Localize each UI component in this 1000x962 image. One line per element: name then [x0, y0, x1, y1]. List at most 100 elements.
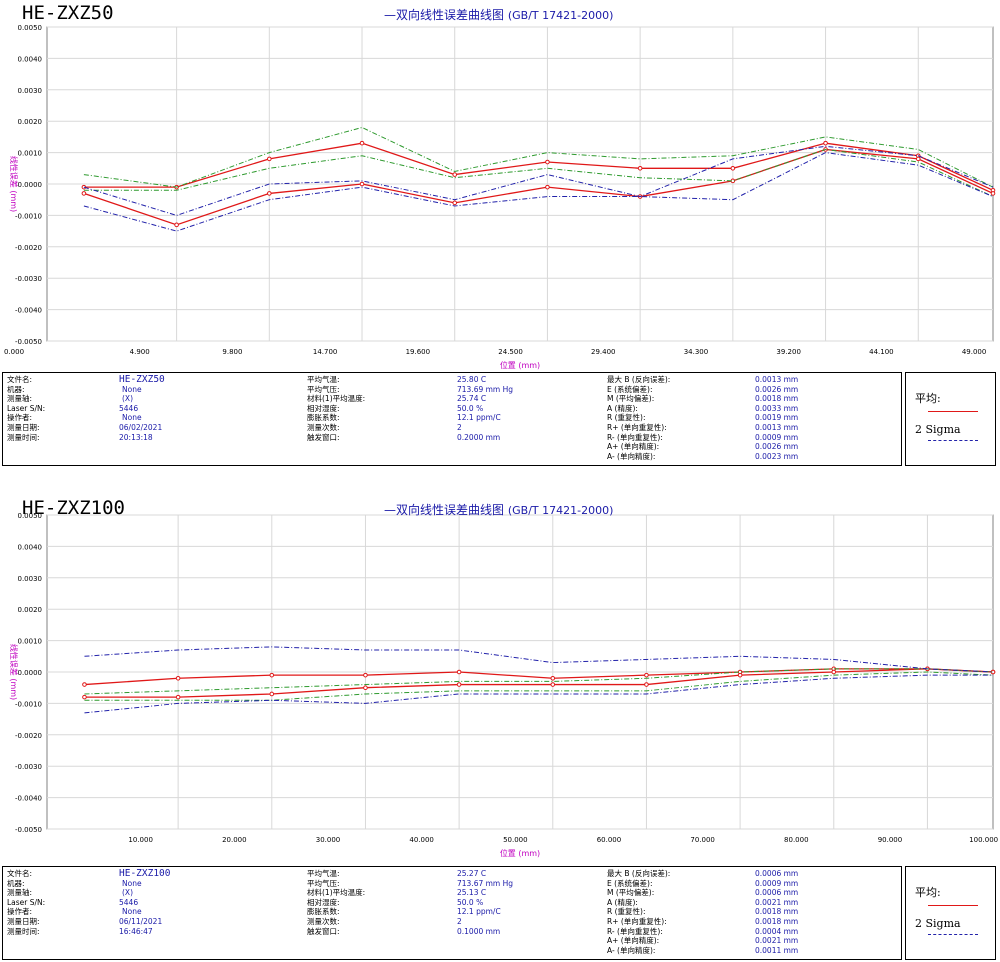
info-value: 0.1000 mm — [457, 926, 501, 936]
info-value: 713.69 mm Hg — [457, 384, 514, 394]
info-value: HE-ZXZ50 — [119, 374, 165, 385]
info-label: E (系统偏差): — [607, 878, 653, 888]
info-value: 0.0006 mm — [755, 888, 799, 898]
y-tick-label: -0.0030 — [15, 763, 42, 771]
info-value: 0.0033 mm — [755, 403, 799, 413]
info-label: 测量轴: — [7, 394, 33, 404]
info-value: 0.0009 mm — [755, 878, 799, 888]
legend-box: 平均: 2 Sigma — [905, 866, 996, 960]
chart-title: HE-ZXZ50 — [22, 2, 114, 24]
info-value: 06/02/2021 — [119, 423, 163, 432]
data-point — [545, 184, 550, 190]
info-label: 膨胀系数: — [307, 413, 340, 423]
legend-mean-label: 平均: — [915, 392, 941, 405]
info-label: A- (单向精度): — [607, 451, 656, 461]
data-point — [545, 159, 550, 165]
info-value: None — [122, 384, 142, 394]
info-label: 相对湿度: — [307, 897, 340, 907]
info-label: 测量时间: — [7, 432, 40, 442]
info-label: 操作者: — [7, 413, 33, 423]
info-label: 测量轴: — [7, 888, 33, 898]
info-label: 机器: — [7, 878, 25, 888]
legend-sigma-line — [928, 440, 978, 441]
series-line-sigma-green — [84, 668, 994, 695]
x-tick-label: 90.000 — [878, 836, 903, 844]
info-value: 0.0009 mm — [755, 432, 799, 442]
info-label: 操作者: — [7, 907, 33, 917]
info-value: 2 — [457, 917, 462, 926]
data-point — [990, 191, 996, 196]
y-tick-label: -0.0020 — [15, 244, 42, 252]
linear-error-chart-zxz100: 0.0050 0.0040 0.0030 0.0020 0.0010 0.0000 -0.0… — [9, 512, 998, 858]
y-tick-label: 0.0040 — [18, 55, 43, 63]
series-line-sigma-green — [83, 126, 994, 188]
info-value: (X) — [122, 394, 133, 404]
x-tick-label: 30.000 — [316, 836, 341, 844]
y-tick-label: 0.0000 — [18, 669, 43, 677]
x-tick-label: 50.000 — [503, 836, 528, 844]
info-label: A- (单向精度): — [607, 945, 656, 955]
y-tick-label: -0.0050 — [15, 338, 42, 346]
data-point — [175, 694, 181, 700]
y-tick-label: 0.0040 — [18, 543, 43, 551]
info-value: 713.67 mm Hg — [457, 878, 514, 888]
x-tick-label: 34.300 — [684, 348, 709, 356]
info-value: (X) — [122, 888, 133, 898]
data-point — [823, 140, 828, 146]
chart-panel-zxz50: 0.0050 0.0040 0.0030 0.0020 0.0010 0.0000 -0.0… — [0, 0, 1000, 472]
info-label: 平均气压: — [307, 384, 340, 394]
info-label: A+ (单向精度): — [607, 936, 660, 946]
info-label: A (精度): — [607, 403, 638, 413]
chart-subtitle: —双向线性误差曲线图 (GB/T 17421-2000) — [384, 6, 613, 23]
info-label: 文件名: — [7, 375, 33, 384]
info-label: 测量次数: — [307, 917, 340, 926]
y-axis-label: 线性误差 (mm) — [9, 644, 19, 700]
info-value: 0.0018 mm — [755, 917, 799, 926]
data-point — [644, 672, 649, 678]
subtitle-text: —双向线性误差曲线图 — [384, 503, 505, 517]
info-label: 材料(1)平均温度: — [307, 394, 366, 404]
info-value: 0.2000 mm — [457, 432, 501, 442]
info-label: 膨胀系数: — [307, 907, 340, 917]
info-label: Laser S/N: — [7, 403, 46, 413]
data-point — [644, 682, 649, 687]
x-tick-label: 29.400 — [591, 348, 616, 356]
info-value: 5446 — [119, 897, 139, 907]
info-label: 测量次数: — [307, 423, 340, 432]
standard-text: (GB/T 17421-2000) — [507, 504, 614, 517]
info-value: 0.0013 mm — [755, 423, 799, 432]
x-tick-label: 24.500 — [498, 348, 523, 356]
legend-mean-line — [928, 411, 978, 412]
y-tick-label: -0.0040 — [15, 307, 42, 315]
info-value: 5446 — [119, 403, 139, 413]
y-tick-label: -0.0040 — [15, 795, 42, 803]
info-label: R+ (单向重复性): — [607, 423, 667, 432]
info-value: 2 — [457, 423, 462, 432]
info-value: 0.0021 mm — [755, 897, 799, 907]
x-tick-label: 44.100 — [869, 348, 894, 356]
info-value: 25.80 C — [457, 375, 487, 384]
y-tick-label: 0.0050 — [18, 24, 43, 32]
data-point — [82, 682, 87, 687]
info-value: 0.0006 mm — [755, 869, 799, 878]
legend-sigma-line — [928, 934, 978, 935]
info-value: 0.0026 mm — [755, 442, 799, 452]
info-label: A (精度): — [607, 897, 638, 907]
data-point — [831, 669, 837, 675]
info-label: R- (单向重复性): — [607, 926, 663, 936]
data-point — [359, 181, 365, 187]
info-label: 平均气温: — [307, 375, 340, 384]
data-point — [269, 672, 275, 678]
data-point — [267, 191, 272, 196]
x-tick-label: 70.000 — [690, 836, 715, 844]
series-line-sigma-blue — [83, 145, 994, 216]
data-point — [456, 669, 462, 675]
x-tick-label: 10.000 — [128, 836, 153, 844]
measurement-info-box: 文件名: HE-ZXZ100 机器: None 测量轴: (X) Laser S/N: 544… — [2, 866, 902, 960]
measurement-info-box: 文件名: HE-ZXZ50 机器: None 测量轴: (X) Laser S/N: 5446… — [2, 372, 902, 466]
data-point — [737, 672, 743, 678]
y-tick-label: -0.0020 — [15, 732, 42, 740]
data-point — [363, 672, 368, 678]
info-label: R+ (单向重复性): — [607, 917, 667, 926]
info-value: None — [122, 413, 142, 423]
